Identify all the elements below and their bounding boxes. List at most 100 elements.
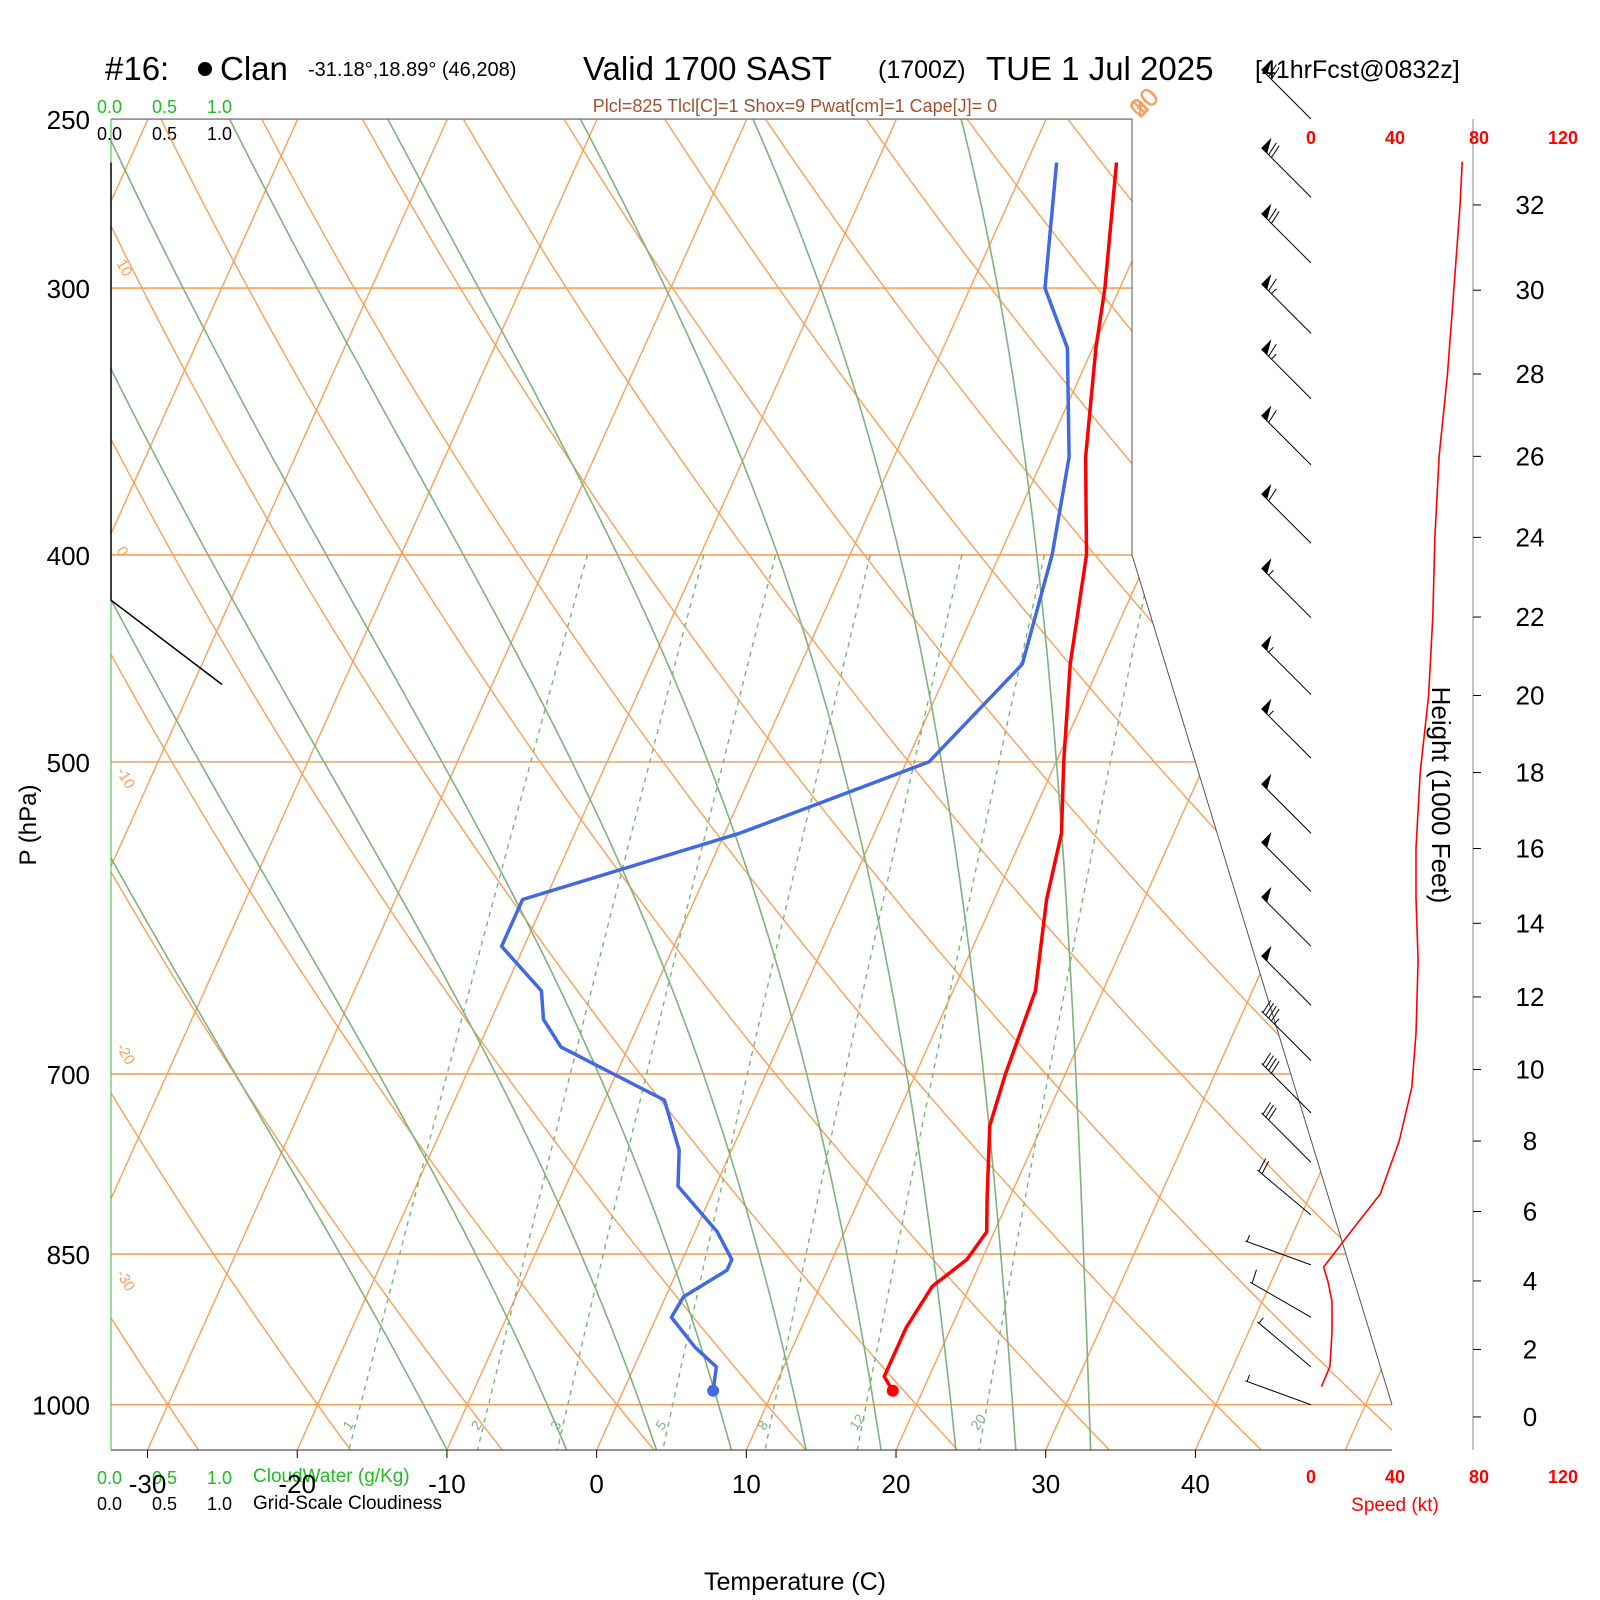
- dry-adiabat-line: [111, 119, 807, 1450]
- x-tick-label: -10: [428, 1469, 466, 1499]
- mixing-ratio-line: [348, 554, 589, 1450]
- valid-time: Valid 1700 SAST: [583, 50, 832, 87]
- cloudiness-profile: [110, 162, 223, 686]
- moist-adiabat-line: [386, 119, 882, 1450]
- wind-barb-flag: [1270, 1060, 1280, 1074]
- dry-adiabat-line: [111, 119, 351, 1450]
- cloudiness-tick: 1.0: [207, 1494, 232, 1514]
- y-axis-title: P (hPa): [15, 785, 42, 866]
- wind-barb-flag: [1268, 64, 1277, 77]
- dry-adiabat-label: -10: [113, 765, 139, 792]
- wind-barb-flag: [1268, 1058, 1277, 1071]
- wind-barb-pennant: [1261, 137, 1272, 154]
- wind-barb-half-flag: [1268, 569, 1274, 576]
- wind-barb-staff: [1261, 1010, 1312, 1061]
- wind-barb-staff: [1261, 1112, 1312, 1163]
- wind-barb: [1261, 1000, 1312, 1061]
- height-tick-label: 20: [1516, 680, 1545, 710]
- isotherm-line: [1194, 119, 1392, 1450]
- speed-axis-title: Speed (kt): [1351, 1495, 1439, 1516]
- wind-barb-staff: [1261, 213, 1312, 264]
- isotherm-line: [111, 119, 299, 1450]
- wind-barb-staff: [1261, 896, 1312, 947]
- wind-barb: [1257, 1317, 1312, 1368]
- wind-barb-flag: [1268, 1005, 1277, 1019]
- cloudwater-tick: 1.0: [207, 1468, 232, 1488]
- wind-barb: [1261, 773, 1312, 834]
- station-name: Clan: [220, 50, 288, 87]
- indices-line: Plcl=825 Tlcl[C]=1 Shox=9 Pwat[cm]=1 Cap…: [593, 96, 997, 116]
- pressure-tick-label: 400: [47, 541, 90, 571]
- pressure-tick-label: 250: [47, 105, 90, 135]
- moist-adiabat-line: [579, 119, 957, 1450]
- wind-barb-staff: [1245, 1240, 1312, 1266]
- height-tick-label: 30: [1516, 275, 1545, 305]
- height-tick-label: 2: [1523, 1334, 1537, 1364]
- wind-barb: [1261, 558, 1312, 619]
- wind-barb-flag: [1270, 211, 1280, 224]
- pressure-tick-label: 850: [47, 1240, 90, 1270]
- wind-barb-half-flag: [1246, 1374, 1250, 1382]
- wind-barb-pennant: [1261, 773, 1272, 790]
- wind-barb-staff: [1261, 955, 1312, 1006]
- wind-barb-staff: [1257, 1321, 1312, 1368]
- wind-barb: [1261, 405, 1312, 466]
- wind-barb-flag: [1268, 1107, 1277, 1121]
- cloudwater-title: CloudWater (g/Kg): [253, 1466, 410, 1487]
- x-tick-label: 10: [732, 1469, 761, 1499]
- x-tick-label: -30: [129, 1469, 167, 1499]
- x-tick-label: 20: [882, 1469, 911, 1499]
- dry-adiabat-line: [0, 119, 47, 1450]
- wind-barb-half-flag: [1268, 710, 1274, 717]
- isotherm-label: 30: [1123, 82, 1165, 124]
- wind-barb-flag: [1268, 142, 1277, 156]
- isotherm-line: [296, 119, 898, 1450]
- wind-barb: [1261, 1052, 1312, 1114]
- wind-barb-flag: [1265, 1104, 1274, 1118]
- dry-adiabat-line: [865, 119, 1392, 1450]
- isotherm-line: [745, 119, 1347, 1450]
- wind-barb-staff: [1261, 644, 1312, 695]
- mixing-ratio-line: [978, 554, 1154, 1450]
- cloudiness-tick: 0.0: [97, 124, 122, 144]
- wind-barb-flag: [1270, 145, 1280, 158]
- wind-barb-flag: [1265, 1055, 1274, 1068]
- cloudwater-tick: 0.5: [152, 1468, 177, 1488]
- mixing-ratio-label: 8: [754, 1417, 772, 1433]
- wind-barb-staff: [1257, 1169, 1312, 1216]
- cloud-axis-top: 0.0 0.5 1.0 0.0 0.5 1.0: [97, 97, 232, 144]
- plot-frame: [110, 118, 1393, 1451]
- x-axis-title: Temperature (C): [704, 1568, 886, 1596]
- wind-barb-staff: [1261, 1063, 1312, 1114]
- pressure-tick-label: 500: [47, 748, 90, 778]
- dry-adiabat-line: [111, 119, 959, 1450]
- dry-adiabat-line: [111, 119, 200, 1450]
- wind-barb-staff: [1250, 1281, 1312, 1318]
- dry-adiabat-label: -20: [113, 1041, 139, 1068]
- height-tick-label: 10: [1516, 1055, 1545, 1085]
- wind-barb-staff: [1261, 708, 1312, 759]
- wind-barb-flag: [1268, 278, 1277, 292]
- cloudwater-tick: 0.5: [152, 97, 177, 117]
- wind-barb-pennant: [1261, 405, 1272, 422]
- wind-barb-staff: [1261, 69, 1312, 120]
- height-tick-label: 6: [1523, 1196, 1537, 1226]
- isotherm-line: [1495, 119, 1600, 1450]
- height-tick-label: 16: [1516, 834, 1545, 864]
- cloud-axis-bottom: 0.0 0.5 1.0 CloudWater (g/Kg) 0.0 0.5 1.…: [97, 1466, 442, 1514]
- wind-barb-half-flag: [1246, 1234, 1250, 1242]
- speed-tick-label: 80: [1469, 128, 1489, 148]
- isotherm-line: [895, 119, 1392, 1450]
- cloudwater-tick: 0.0: [97, 1468, 122, 1488]
- wind-barb: [1261, 635, 1312, 695]
- wind-barb: [1261, 832, 1312, 892]
- mixing-ratio-label: 5: [652, 1417, 670, 1433]
- mixing-ratio-line: [662, 554, 871, 1450]
- wind-barb-staff: [1261, 783, 1312, 834]
- wind-barb-half-flag: [1258, 1317, 1264, 1324]
- speed-tick-label: 120: [1548, 1467, 1578, 1487]
- wind-barb: [1261, 59, 1312, 120]
- height-tick-label: 24: [1516, 522, 1545, 552]
- wind-barb: [1261, 1101, 1312, 1163]
